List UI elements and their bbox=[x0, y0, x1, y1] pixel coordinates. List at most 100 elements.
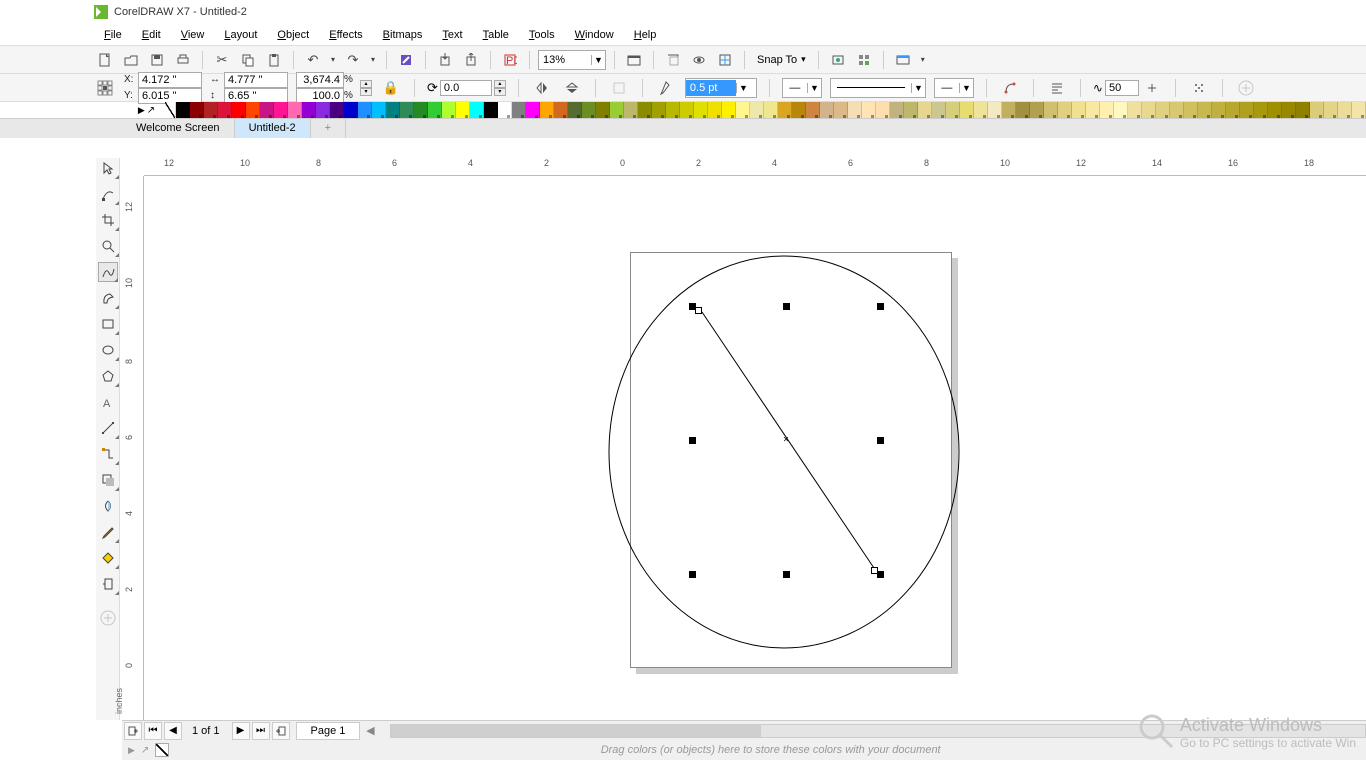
interactive-fill-icon[interactable] bbox=[98, 548, 118, 568]
color-swatch[interactable] bbox=[960, 102, 974, 118]
eyedropper-icon[interactable] bbox=[98, 522, 118, 542]
scroll-left-icon[interactable]: ◀ bbox=[360, 724, 380, 737]
no-color-swatch[interactable] bbox=[165, 102, 176, 118]
menu-view[interactable]: View bbox=[171, 26, 215, 44]
color-swatch[interactable] bbox=[806, 102, 820, 118]
color-swatch[interactable] bbox=[498, 102, 512, 118]
document-palette[interactable]: ▶ ↗ Drag colors (or objects) here to sto… bbox=[122, 740, 1366, 760]
color-swatch[interactable] bbox=[666, 102, 680, 118]
color-swatch[interactable] bbox=[1338, 102, 1352, 118]
doc-tab[interactable]: Untitled-2 bbox=[235, 119, 311, 138]
pos-x-input[interactable] bbox=[138, 72, 202, 88]
color-swatch[interactable] bbox=[722, 102, 736, 118]
outline-pen-icon[interactable] bbox=[655, 77, 677, 99]
start-arrow[interactable]: —▼ bbox=[782, 78, 822, 98]
color-swatch[interactable] bbox=[1212, 102, 1226, 118]
color-swatch[interactable] bbox=[190, 102, 204, 118]
save-icon[interactable] bbox=[146, 49, 168, 71]
color-swatch[interactable] bbox=[540, 102, 554, 118]
polygon-tool-icon[interactable] bbox=[98, 366, 118, 386]
color-swatch[interactable] bbox=[1044, 102, 1058, 118]
palette-left-icon[interactable]: ▶ bbox=[138, 105, 145, 116]
show-grid-icon[interactable] bbox=[688, 49, 710, 71]
h-scrollbar[interactable] bbox=[390, 724, 1366, 738]
redo-icon[interactable]: ↷ bbox=[342, 49, 364, 71]
paste-icon[interactable] bbox=[263, 49, 285, 71]
color-swatch[interactable] bbox=[526, 102, 540, 118]
rectangle-tool-icon[interactable] bbox=[98, 314, 118, 334]
menu-text[interactable]: Text bbox=[432, 26, 472, 44]
color-swatch[interactable] bbox=[1058, 102, 1072, 118]
color-palette[interactable]: ▶ ↗ bbox=[0, 102, 1366, 118]
color-swatch[interactable] bbox=[386, 102, 400, 118]
color-swatch[interactable] bbox=[652, 102, 666, 118]
color-swatch[interactable] bbox=[904, 102, 918, 118]
fullscreen-icon[interactable] bbox=[623, 49, 645, 71]
wrap-text-icon[interactable] bbox=[1046, 77, 1068, 99]
color-swatch[interactable] bbox=[1128, 102, 1142, 118]
color-swatch[interactable] bbox=[568, 102, 582, 118]
cut-icon[interactable]: ✂ bbox=[211, 49, 233, 71]
dimension-tool-icon[interactable] bbox=[98, 418, 118, 438]
open-icon[interactable] bbox=[120, 49, 142, 71]
doc-tab[interactable]: Welcome Screen bbox=[122, 119, 235, 138]
color-swatch[interactable] bbox=[316, 102, 330, 118]
color-swatch[interactable] bbox=[1352, 102, 1366, 118]
app-launcher-icon[interactable] bbox=[853, 49, 875, 71]
publish-pdf-icon[interactable]: PDF bbox=[499, 49, 521, 71]
chevron-down-icon[interactable]: ▼ bbox=[591, 55, 605, 65]
menu-table[interactable]: Table bbox=[473, 26, 519, 44]
redo-dropdown-icon[interactable]: ▾ bbox=[368, 49, 378, 71]
color-swatch[interactable] bbox=[470, 102, 484, 118]
smart-fill-icon[interactable] bbox=[98, 288, 118, 308]
color-swatch[interactable] bbox=[1030, 102, 1044, 118]
color-swatch[interactable] bbox=[218, 102, 232, 118]
outline-width-input[interactable] bbox=[686, 80, 736, 96]
node-handle[interactable] bbox=[695, 307, 702, 314]
color-swatch[interactable] bbox=[1156, 102, 1170, 118]
palette-flyout-icon[interactable]: ↗ bbox=[147, 105, 155, 116]
menu-edit[interactable]: Edit bbox=[132, 26, 171, 44]
freehand-tool-icon[interactable] bbox=[98, 262, 118, 282]
menu-help[interactable]: Help bbox=[624, 26, 667, 44]
export-icon[interactable] bbox=[460, 49, 482, 71]
quick-customize-toolbox-icon[interactable] bbox=[98, 608, 118, 628]
connector-tool-icon[interactable] bbox=[98, 444, 118, 464]
menu-tools[interactable]: Tools bbox=[519, 26, 565, 44]
selection-handle[interactable] bbox=[877, 437, 884, 444]
color-swatch[interactable] bbox=[1310, 102, 1324, 118]
new-icon[interactable] bbox=[94, 49, 116, 71]
color-swatch[interactable] bbox=[624, 102, 638, 118]
color-swatch[interactable] bbox=[736, 102, 750, 118]
color-swatch[interactable] bbox=[778, 102, 792, 118]
scale-x-input[interactable] bbox=[296, 72, 344, 88]
color-swatch[interactable] bbox=[638, 102, 652, 118]
undo-icon[interactable]: ↶ bbox=[302, 49, 324, 71]
color-swatch[interactable] bbox=[1268, 102, 1282, 118]
color-swatch[interactable] bbox=[1324, 102, 1338, 118]
selection-handle[interactable] bbox=[783, 303, 790, 310]
selection-handle[interactable] bbox=[877, 571, 884, 578]
options-icon[interactable] bbox=[827, 49, 849, 71]
color-swatch[interactable] bbox=[176, 102, 190, 118]
object-origin-icon[interactable] bbox=[94, 77, 116, 99]
color-swatch[interactable] bbox=[400, 102, 414, 118]
crop-tool-icon[interactable] bbox=[98, 210, 118, 230]
color-swatch[interactable] bbox=[554, 102, 568, 118]
color-swatch[interactable] bbox=[596, 102, 610, 118]
prev-page-icon[interactable]: ◀ bbox=[164, 722, 182, 740]
tray-flyout-icon[interactable]: ↗ bbox=[141, 745, 149, 756]
color-swatch[interactable] bbox=[1240, 102, 1254, 118]
search-content-icon[interactable] bbox=[395, 49, 417, 71]
mirror-h-icon[interactable] bbox=[531, 77, 553, 99]
next-page-icon[interactable]: ▶ bbox=[232, 722, 250, 740]
color-swatch[interactable] bbox=[582, 102, 596, 118]
menu-window[interactable]: Window bbox=[565, 26, 624, 44]
close-curve-icon[interactable] bbox=[999, 77, 1021, 99]
selection-center[interactable]: × bbox=[783, 435, 789, 446]
color-swatch[interactable] bbox=[974, 102, 988, 118]
color-swatch[interactable] bbox=[288, 102, 302, 118]
color-swatch[interactable] bbox=[428, 102, 442, 118]
ellipse-tool-icon[interactable] bbox=[98, 340, 118, 360]
mirror-v-icon[interactable] bbox=[561, 77, 583, 99]
